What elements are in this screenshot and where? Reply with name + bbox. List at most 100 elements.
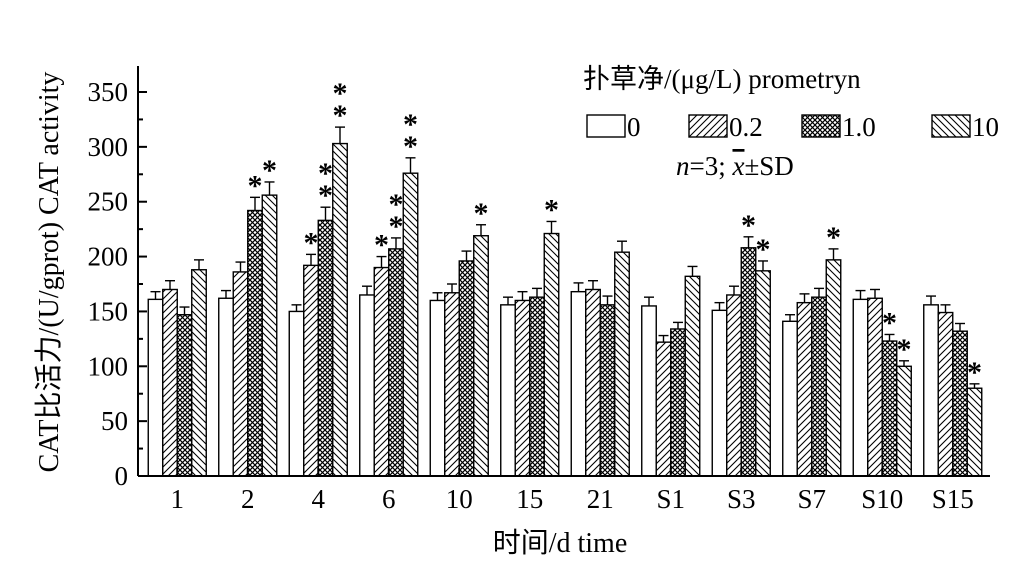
- bar-group-S1: [641, 265, 701, 477]
- bar-group-21: [570, 240, 630, 477]
- y-axis-ticks: 0 50 100 150 200 250 300 350: [88, 77, 147, 491]
- bar-S7-0: [782, 320, 798, 477]
- legend-label-0.2: 0.2: [729, 112, 763, 142]
- significance-star: *: [304, 226, 319, 259]
- plot-area: * ************ * ** ****: [147, 77, 983, 477]
- y-tick-label: 100: [88, 351, 129, 381]
- bar-S1-10: [684, 275, 701, 477]
- bar-S10-0: [852, 298, 869, 477]
- y-tick-label: 150: [88, 296, 129, 326]
- x-tick-label: 10: [446, 484, 473, 514]
- bar-21-1.0: [599, 304, 616, 477]
- bar-1-1.0: [176, 314, 193, 477]
- significance-star: *: [389, 210, 404, 243]
- bar-group-4: *****: [288, 77, 348, 477]
- note-eq: =3;: [690, 151, 733, 181]
- bar-10-10: [473, 235, 489, 477]
- bar-4-0: [288, 310, 305, 477]
- significance-star: *: [474, 197, 489, 230]
- bar-4-1.0: [317, 219, 334, 477]
- bar-group-1: [147, 259, 207, 477]
- legend-swatch-1.0: [801, 114, 841, 138]
- bar-1-0: [147, 298, 164, 477]
- note-x: x: [731, 151, 744, 181]
- bar-10-0.2: [444, 292, 460, 477]
- significance-star: *: [262, 154, 277, 187]
- significance-star: *: [897, 333, 912, 366]
- bar-4-0.2: [303, 264, 319, 477]
- significance-star: *: [318, 179, 333, 212]
- legend: 扑草净/(μg/L) prometryn 0 0.2 1.0 10 n=3; x±SD: [583, 64, 999, 181]
- bar-1-0.2: [162, 288, 178, 477]
- x-tick-label: S15: [932, 484, 974, 514]
- bar-group-6: *****: [359, 108, 419, 477]
- bar-15-1.0: [529, 296, 545, 477]
- bar-1-10: [191, 269, 207, 477]
- x-axis-ticks: 1 2 4 6 10 15 21 S1 S3 S7 S10 S15: [171, 468, 974, 514]
- bar-15-10: [543, 232, 560, 477]
- bar-group-S15: *: [923, 295, 983, 477]
- bar-S15-0: [923, 304, 939, 477]
- x-tick-label: 15: [516, 484, 543, 514]
- legend-swatch-0: [586, 114, 626, 138]
- significance-star: *: [403, 108, 418, 141]
- significance-star: *: [826, 221, 841, 254]
- bar-S1-1.0: [670, 328, 686, 477]
- y-tick-label: 50: [101, 406, 128, 436]
- bar-21-0.2: [585, 288, 601, 477]
- significance-star: *: [248, 169, 263, 202]
- bar-10-1.0: [458, 260, 475, 477]
- y-tick-label: 250: [88, 187, 129, 217]
- significance-star: *: [882, 306, 897, 339]
- x-tick-label: S1: [656, 484, 685, 514]
- bar-S10-1.0: [881, 340, 898, 477]
- bar-group-S7: *: [782, 221, 842, 477]
- significance-star: *: [544, 193, 559, 226]
- y-tick-label: 300: [88, 132, 129, 162]
- significance-star: *: [318, 157, 333, 190]
- bar-S15-10: [966, 387, 983, 477]
- x-tick-label: S7: [797, 484, 826, 514]
- bar-S15-0.2: [937, 311, 954, 477]
- note-pm: ±SD: [744, 151, 793, 181]
- significance-star: *: [756, 233, 771, 266]
- bar-S15-1.0: [952, 330, 968, 477]
- bar-10-0: [429, 299, 446, 477]
- y-tick-label: 0: [115, 461, 129, 491]
- x-tick-label: 2: [241, 484, 255, 514]
- bar-group-2: * *: [218, 154, 278, 477]
- bar-2-0: [218, 297, 234, 477]
- bar-S3-1.0: [740, 247, 757, 477]
- x-tick-label: 6: [382, 484, 396, 514]
- bar-S3-0.2: [726, 294, 742, 477]
- bar-group-10: *: [429, 197, 489, 477]
- bar-6-1.0: [388, 248, 404, 477]
- bar-15-0.2: [514, 299, 531, 477]
- bar-S10-10: [896, 365, 912, 477]
- bar-S7-1.0: [811, 296, 827, 477]
- bar-S7-10: [825, 259, 842, 477]
- legend-swatch-10: [931, 114, 971, 138]
- bar-4-10: [332, 142, 348, 477]
- x-tick-label: S3: [727, 484, 756, 514]
- bar-S3-10: [755, 270, 771, 477]
- y-axis-label: CAT比活力/(U/gprot) CAT activity: [33, 72, 65, 473]
- bar-21-0: [570, 290, 587, 477]
- bar-group-15: *: [500, 193, 560, 477]
- bar-2-10: [261, 194, 278, 477]
- x-tick-label: 21: [587, 484, 614, 514]
- bar-S10-0.2: [867, 297, 883, 477]
- bar-2-1.0: [247, 209, 263, 477]
- bar-2-0.2: [232, 271, 249, 477]
- legend-title: 扑草净/(μg/L) prometryn: [583, 64, 861, 94]
- significance-star: *: [333, 99, 348, 132]
- sample-note: n=3; x±SD: [676, 151, 794, 181]
- legend-swatch-0.2: [688, 114, 728, 138]
- x-tick-label: 1: [171, 484, 185, 514]
- significance-star: *: [333, 77, 348, 110]
- note-n: n: [676, 151, 690, 181]
- bar-6-10: [402, 172, 419, 477]
- legend-label-0: 0: [627, 112, 641, 142]
- significance-star: *: [389, 188, 404, 221]
